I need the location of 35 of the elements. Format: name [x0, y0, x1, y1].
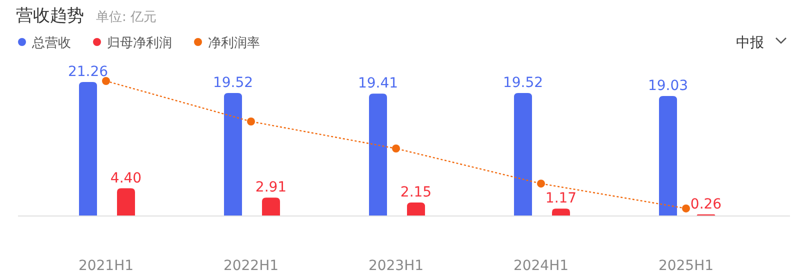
- data-label: 0.26: [690, 196, 722, 212]
- point: [392, 144, 400, 152]
- data-label: 21.26: [68, 64, 108, 80]
- x-tick-label: 2023H1: [368, 258, 424, 274]
- bar: [369, 94, 387, 216]
- bar: [79, 82, 97, 216]
- data-label: 19.52: [212, 74, 254, 91]
- data-label: 19.03: [648, 78, 688, 94]
- legend-label: 总营收: [31, 36, 71, 51]
- data-label: 19.41: [358, 76, 398, 92]
- bar: [514, 92, 532, 216]
- x-tick-label: 2022H1: [223, 258, 279, 274]
- bar: [659, 96, 677, 216]
- data-label: 2.15: [400, 184, 432, 200]
- x-tick-label: 2025H1: [658, 258, 714, 274]
- point: [537, 180, 545, 188]
- bar: [262, 198, 280, 216]
- data-label: 2.91: [255, 180, 287, 196]
- bar: [407, 202, 425, 216]
- point: [102, 77, 110, 85]
- point: [682, 204, 690, 212]
- text: 中报: [736, 35, 764, 51]
- chart-title: 营收趋势: [16, 6, 84, 26]
- data-label: 19.52: [502, 74, 544, 91]
- bar: [224, 92, 242, 216]
- point: [247, 118, 255, 126]
- x-tick-label: 2021H1: [78, 258, 134, 274]
- legend-label: 净利润率: [208, 35, 260, 51]
- bar: [117, 188, 135, 216]
- data-label: 4.40: [110, 170, 142, 186]
- chart-subtitle: 单位: 亿元: [96, 10, 157, 25]
- data-label: 1.17: [545, 190, 577, 207]
- legend-label: 归母净利润: [107, 36, 172, 51]
- bar: [552, 208, 570, 216]
- x-tick-label: 2024H1: [513, 258, 569, 274]
